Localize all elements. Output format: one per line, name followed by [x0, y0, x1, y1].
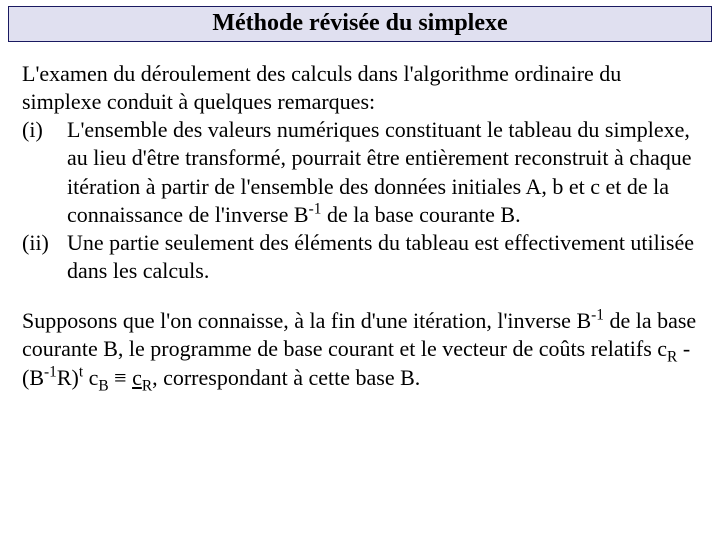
p2-t6: ≡ [109, 365, 132, 390]
superscript-minus1-b: -1 [591, 307, 604, 324]
underlined-c: c [132, 365, 142, 390]
p2-t5: c [83, 365, 98, 390]
list-item: (i) L'ensemble des valeurs numériques co… [22, 116, 698, 229]
list-marker-i: (i) [22, 116, 67, 144]
list-item: (ii) Une partie seulement des éléments d… [22, 229, 698, 285]
superscript-minus1: -1 [309, 200, 322, 217]
p2-t4: R) [57, 365, 79, 390]
remarks-list: (i) L'ensemble des valeurs numériques co… [22, 116, 698, 285]
subscript-R1: R [667, 349, 677, 366]
p2-t1: Supposons que l'on connaisse, à la fin d… [22, 308, 591, 333]
list-body-i: L'ensemble des valeurs numériques consti… [67, 116, 698, 229]
list-body-ii: Une partie seulement des éléments du tab… [67, 229, 698, 285]
list-marker-ii: (ii) [22, 229, 67, 257]
p2-t7: , correspondant à cette base B. [152, 365, 420, 390]
item1-post: de la base courante B. [321, 202, 520, 227]
page-title: Méthode révisée du simplexe [8, 6, 712, 42]
subscript-R2: R [142, 377, 152, 394]
subscript-B: B [98, 377, 108, 394]
vertical-spacer [22, 285, 698, 307]
intro-paragraph: L'examen du déroulement des calculs dans… [22, 60, 698, 116]
body-content: L'examen du déroulement des calculs dans… [0, 42, 720, 392]
superscript-minus1-c: -1 [44, 363, 57, 380]
assumption-paragraph: Supposons que l'on connaisse, à la fin d… [22, 307, 698, 391]
